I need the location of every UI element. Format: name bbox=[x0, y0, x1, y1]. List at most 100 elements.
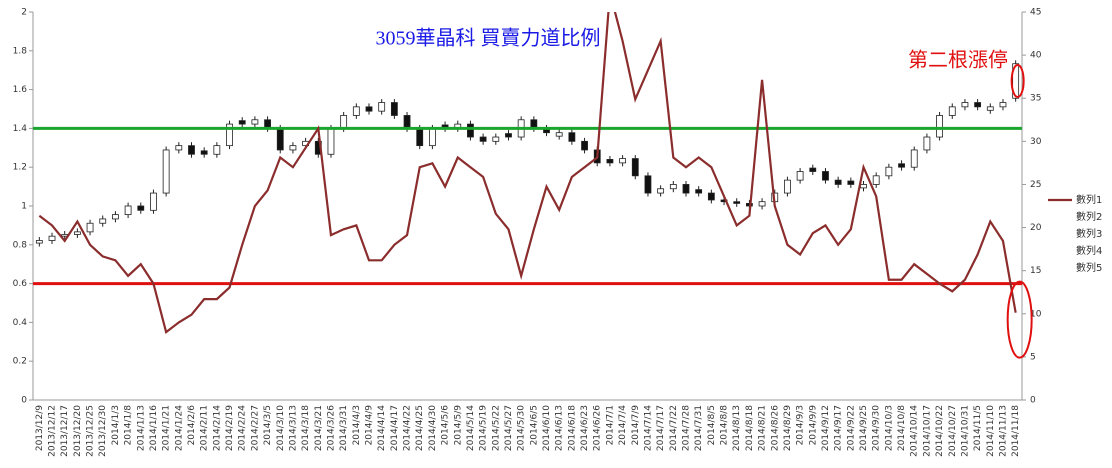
x-tick-label: 2014/10/22 bbox=[935, 405, 945, 457]
x-tick-label: 2014/6/26 bbox=[593, 405, 603, 451]
x-tick-label: 2014/7/4 bbox=[618, 405, 628, 446]
x-tick-label: 2014/1/13 bbox=[136, 405, 146, 451]
candle-body bbox=[226, 123, 233, 147]
x-tick-label: 2014/4/17 bbox=[390, 405, 400, 451]
candle-body bbox=[885, 166, 893, 177]
x-tick-label: 2014/3/26 bbox=[326, 405, 336, 451]
candle-body bbox=[505, 133, 512, 138]
y2-tick-label: 0 bbox=[1030, 396, 1036, 406]
y-tick-label: 0.8 bbox=[13, 240, 28, 250]
candle-body bbox=[467, 123, 474, 138]
x-tick-label: 2014/9/3 bbox=[796, 405, 806, 445]
y-tick-label: 1.2 bbox=[13, 163, 27, 173]
x-tick-label: 2013/12/30 bbox=[98, 405, 108, 457]
annotation: 第二根漲停 bbox=[908, 49, 1008, 72]
x-tick-label: 2014/3/5 bbox=[263, 405, 273, 445]
y-tick-label: 1 bbox=[21, 202, 27, 212]
candle-body bbox=[644, 175, 652, 194]
x-tick-label: 2013/12/25 bbox=[86, 405, 96, 457]
candle-body bbox=[948, 106, 956, 116]
x-tick-label: 2014/3/31 bbox=[339, 405, 349, 451]
x-tick-label: 2014/3/13 bbox=[288, 405, 298, 451]
x-tick-label: 2014/6/10 bbox=[542, 405, 552, 451]
candle-body bbox=[809, 167, 817, 172]
candle-body bbox=[200, 150, 208, 155]
candle-body bbox=[124, 205, 132, 216]
candle-body bbox=[479, 136, 487, 142]
x-tick-label: 2014/8/18 bbox=[745, 405, 755, 451]
candle-body bbox=[188, 145, 195, 155]
candle-body bbox=[860, 184, 867, 189]
x-tick-label: 2014/11/18 bbox=[1011, 405, 1021, 457]
x-tick-label: 2014/8/8 bbox=[720, 405, 730, 446]
x-tick-label: 2014/1/3 bbox=[111, 405, 121, 445]
candle-body bbox=[238, 120, 246, 125]
y-tick-label: 1.6 bbox=[13, 85, 28, 95]
x-tick-label: 2014/5/14 bbox=[466, 405, 476, 451]
candle-body bbox=[429, 127, 436, 147]
x-tick-label: 2013/12/12 bbox=[48, 405, 58, 457]
y-tick-label: 0.2 bbox=[13, 357, 27, 367]
candle-body bbox=[910, 149, 918, 168]
x-tick-label: 2014/10/31 bbox=[960, 405, 970, 457]
chart-title: 3059華晶科 買賣力道比例 bbox=[376, 27, 601, 50]
candle-body bbox=[99, 218, 107, 224]
candle-body bbox=[707, 192, 715, 201]
x-tick-label: 2014/1/8 bbox=[124, 405, 134, 446]
x-tick-label: 2014/2/24 bbox=[238, 405, 248, 451]
candle-body bbox=[352, 106, 360, 116]
y-tick-label: 1.4 bbox=[13, 124, 28, 134]
x-tick-label: 2014/8/26 bbox=[770, 405, 780, 451]
x-tick-label: 2014/5/27 bbox=[504, 405, 514, 451]
x-tick-label: 2014/6/5 bbox=[529, 405, 539, 445]
candle-body bbox=[733, 201, 741, 204]
x-tick-label: 2014/8/13 bbox=[732, 405, 742, 451]
candle-body bbox=[213, 145, 221, 155]
candle-body bbox=[872, 175, 880, 185]
candle-body bbox=[327, 127, 335, 155]
candle-body bbox=[416, 127, 424, 147]
x-tick-label: 2014/1/21 bbox=[162, 405, 172, 451]
x-tick-label: 2014/5/19 bbox=[479, 405, 489, 451]
x-tick-label: 2014/8/21 bbox=[758, 405, 768, 451]
candle-body bbox=[847, 180, 855, 185]
x-tick-label: 2014/5/9 bbox=[453, 405, 463, 446]
x-tick-label: 2014/2/6 bbox=[187, 405, 197, 446]
x-tick-label: 2014/9/30 bbox=[872, 405, 882, 451]
x-tick-label: 2014/7/31 bbox=[694, 405, 704, 451]
x-tick-label: 2014/11/13 bbox=[998, 405, 1008, 457]
candle-body bbox=[974, 102, 982, 108]
x-tick-label: 2014/2/19 bbox=[225, 405, 235, 451]
candle-body bbox=[999, 102, 1007, 108]
legend-label: 數列2 bbox=[1076, 210, 1102, 223]
candle-body bbox=[276, 127, 284, 151]
y2-tick-label: 40 bbox=[1030, 51, 1042, 61]
x-tick-label: 2014/4/22 bbox=[403, 405, 413, 451]
x-tick-label: 2014/9/25 bbox=[859, 405, 869, 451]
x-tick-label: 2014/7/22 bbox=[669, 405, 679, 451]
x-tick-label: 2014/5/6 bbox=[441, 405, 451, 446]
candle-body bbox=[568, 132, 576, 142]
candle-body bbox=[403, 115, 411, 129]
candle-body bbox=[390, 102, 398, 116]
candle-body bbox=[340, 115, 348, 129]
x-tick-label: 2014/7/28 bbox=[681, 405, 691, 451]
candle-body bbox=[112, 214, 119, 220]
y2-tick-label: 35 bbox=[1030, 94, 1041, 104]
x-tick-label: 2014/2/27 bbox=[250, 405, 260, 451]
candle-body bbox=[923, 136, 931, 151]
candle-body bbox=[961, 102, 969, 108]
y2-tick-label: 20 bbox=[1030, 223, 1042, 233]
candle-body bbox=[35, 240, 43, 244]
candle-body bbox=[606, 159, 614, 164]
x-tick-label: 2014/11/10 bbox=[986, 405, 996, 457]
x-tick-label: 2014/3/21 bbox=[314, 405, 324, 451]
y-tick-label: 0.4 bbox=[13, 318, 28, 328]
x-tick-label: 2014/10/14 bbox=[910, 405, 920, 457]
x-tick-label: 2014/6/13 bbox=[555, 405, 565, 451]
x-tick-label: 2014/7/14 bbox=[643, 405, 653, 451]
y2-tick-label: 15 bbox=[1030, 266, 1041, 276]
candle-body bbox=[784, 179, 791, 194]
candle-body bbox=[289, 145, 297, 151]
